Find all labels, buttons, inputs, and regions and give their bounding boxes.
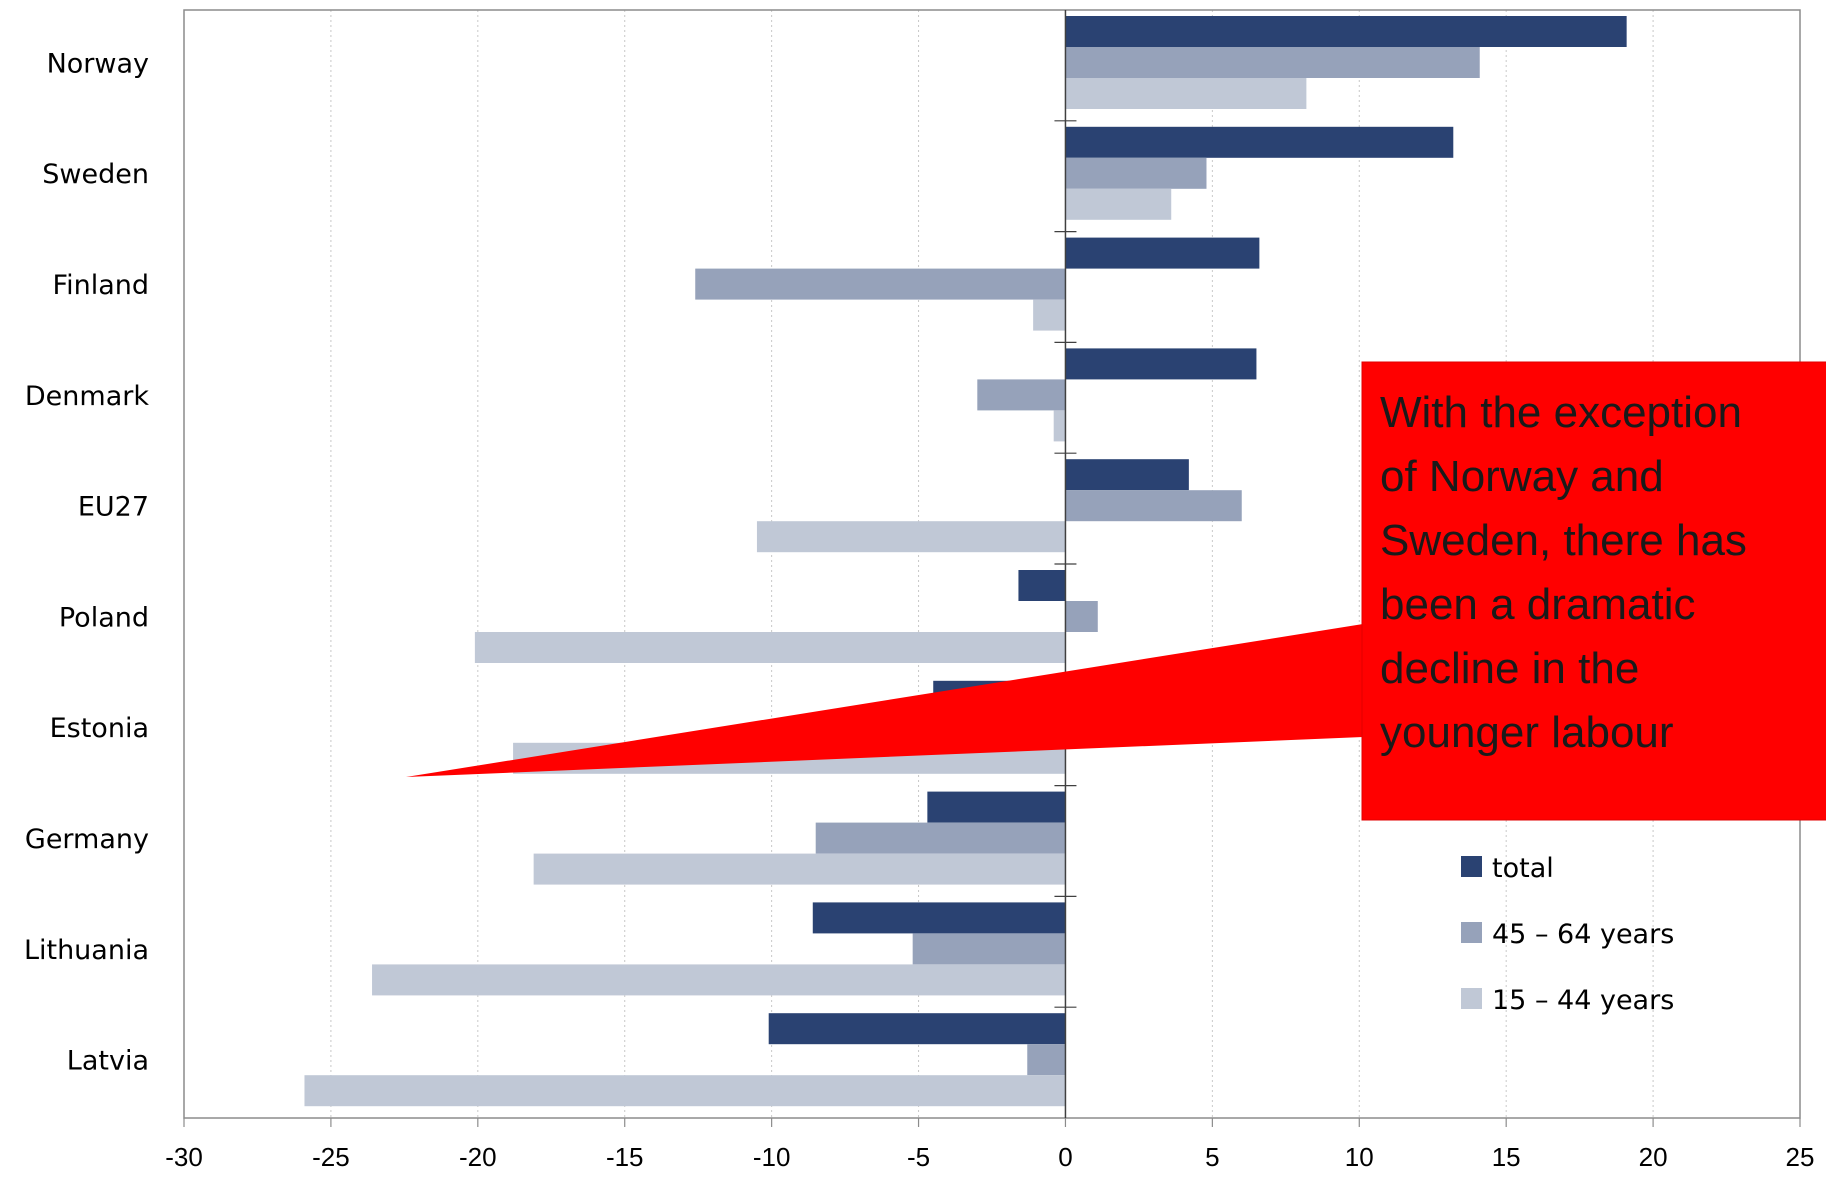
bar-germany-series-2 bbox=[815, 822, 1066, 854]
x-tick-label: -5 bbox=[907, 1142, 930, 1172]
x-tick-label: -25 bbox=[312, 1142, 350, 1172]
bar-poland-series-1 bbox=[1018, 570, 1066, 601]
bar-germany-series-1 bbox=[927, 791, 1066, 823]
callout-box bbox=[1361, 361, 1826, 821]
bar-lithuania-series-1 bbox=[812, 902, 1066, 934]
bar-latvia-series-1 bbox=[768, 1013, 1066, 1045]
callout-pointer bbox=[406, 624, 1363, 777]
x-tick-label: -15 bbox=[606, 1142, 644, 1172]
legend-label: 45 – 64 years bbox=[1492, 919, 1674, 950]
bar-denmark-series-3 bbox=[1053, 410, 1066, 442]
legend-swatch bbox=[1461, 988, 1482, 1009]
bar-latvia-series-3 bbox=[304, 1075, 1066, 1107]
category-label: Denmark bbox=[25, 381, 149, 412]
bar-sweden-series-1 bbox=[1065, 126, 1454, 158]
x-tick-label: 10 bbox=[1345, 1142, 1374, 1172]
bar-eu27-series-3 bbox=[756, 521, 1066, 553]
category-label: Sweden bbox=[42, 159, 149, 190]
bar-latvia-series-2 bbox=[1027, 1044, 1066, 1076]
x-tick-label: 20 bbox=[1639, 1142, 1668, 1172]
bar-lithuania-series-2 bbox=[912, 933, 1066, 965]
x-tick-label: -30 bbox=[165, 1142, 203, 1172]
bar-eu27-series-2 bbox=[1065, 490, 1242, 522]
legend-swatch bbox=[1461, 856, 1482, 877]
bar-denmark-series-1 bbox=[1065, 348, 1257, 380]
bar-sweden-series-2 bbox=[1065, 157, 1207, 189]
bar-finland-series-1 bbox=[1065, 237, 1260, 269]
category-label: Finland bbox=[53, 270, 149, 301]
bar-lithuania-series-3 bbox=[372, 964, 1066, 996]
bar-finland-series-3 bbox=[1033, 299, 1066, 331]
bar-finland-series-2 bbox=[695, 268, 1066, 300]
category-label: Latvia bbox=[67, 1046, 149, 1077]
annotation-callout: With the exception of Norway and Sweden, t… bbox=[406, 361, 1826, 821]
x-tick-label: -10 bbox=[753, 1142, 791, 1172]
category-label: Norway bbox=[47, 48, 149, 79]
x-tick-label: 0 bbox=[1058, 1142, 1072, 1172]
bar-poland-series-3 bbox=[474, 632, 1066, 663]
legend-label: 15 – 44 years bbox=[1492, 985, 1674, 1016]
bar-germany-series-3 bbox=[533, 853, 1066, 885]
x-tick-label: 15 bbox=[1492, 1142, 1521, 1172]
category-label: Germany bbox=[25, 824, 149, 855]
category-label: Lithuania bbox=[24, 935, 149, 966]
x-tick-label: 25 bbox=[1786, 1142, 1815, 1172]
x-tick-labels: -30 -25 -20 -15 -10 -5 0 5 10 15 20 25 bbox=[165, 1142, 1814, 1172]
callout-text: With the exception of Norway and Sweden, t… bbox=[1380, 388, 1747, 757]
bar-denmark-series-2 bbox=[977, 379, 1066, 411]
bars-group bbox=[304, 16, 1627, 1107]
category-label: Poland bbox=[59, 602, 149, 633]
x-tick-label: 5 bbox=[1205, 1142, 1219, 1172]
bar-norway-series-1 bbox=[1065, 16, 1627, 47]
bar-sweden-series-3 bbox=[1065, 188, 1172, 220]
bar-norway-series-2 bbox=[1065, 47, 1480, 78]
category-label: Estonia bbox=[50, 713, 149, 744]
x-tick-label: -20 bbox=[459, 1142, 497, 1172]
legend-label: total bbox=[1492, 853, 1554, 884]
legend-swatch bbox=[1461, 922, 1482, 943]
bar-eu27-series-1 bbox=[1065, 459, 1189, 491]
legend: total 45 – 64 years 15 – 44 years bbox=[1461, 853, 1674, 1016]
category-labels: Norway Sweden Finland Denmark EU27 Poland Esto… bbox=[24, 48, 149, 1076]
category-label: EU27 bbox=[78, 492, 149, 523]
bar-norway-series-3 bbox=[1065, 78, 1307, 109]
bar-poland-series-2 bbox=[1065, 601, 1098, 632]
